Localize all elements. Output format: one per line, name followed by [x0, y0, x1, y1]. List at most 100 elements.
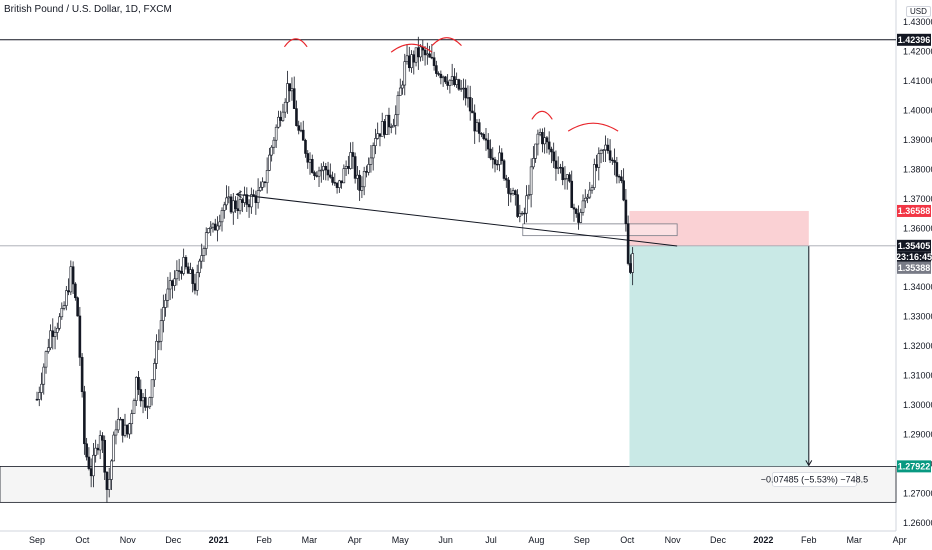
time-tick-label: 2022	[753, 535, 773, 545]
candle-body	[56, 327, 59, 333]
candle-body	[96, 447, 100, 451]
candle-body	[150, 379, 154, 398]
candle-body	[565, 174, 569, 179]
candle-body	[182, 257, 185, 274]
candles-group	[35, 36, 634, 503]
candle-body	[209, 226, 213, 229]
candle-body	[335, 182, 339, 188]
stop-loss-zone	[629, 210, 809, 246]
candle-body	[85, 443, 88, 458]
candle-body	[489, 148, 492, 159]
candle-body	[538, 132, 542, 135]
chart-title: British Pound / U.S. Dollar, 1D, FXCM	[4, 4, 172, 15]
candle-body	[125, 424, 129, 435]
candle-body	[137, 377, 140, 390]
price-tick-label: 1.37000	[903, 194, 932, 204]
candle-body	[541, 132, 544, 145]
candle-body	[338, 180, 341, 188]
price-tag	[897, 204, 931, 217]
candle-body	[475, 122, 479, 132]
candle-body	[202, 248, 206, 256]
price-tick-label: 1.32000	[903, 341, 932, 351]
candle-body	[290, 88, 294, 92]
candle-body	[383, 121, 386, 135]
candle-body	[225, 197, 228, 206]
candle-body	[166, 288, 170, 301]
candle-body	[459, 88, 463, 90]
candle-body	[608, 150, 612, 161]
candle-body	[164, 300, 167, 308]
candle-body	[114, 429, 118, 436]
candle-body	[462, 87, 465, 90]
candle-body	[297, 125, 301, 131]
candle-body	[193, 283, 197, 291]
candle-body	[527, 194, 531, 197]
candle-body	[67, 290, 70, 293]
countdown-tag	[897, 251, 931, 262]
time-tick-label: Jul	[485, 535, 497, 545]
candle-body	[529, 166, 533, 195]
candle-body	[317, 170, 321, 177]
neckline	[236, 193, 678, 247]
candle-body	[423, 49, 427, 56]
candle-body	[159, 320, 163, 342]
candle-body	[437, 73, 440, 75]
candle-body	[204, 232, 208, 249]
price-tick-label: 1.30000	[903, 400, 932, 410]
candle-body	[299, 129, 303, 132]
candle-body	[173, 278, 176, 286]
candle-body	[588, 189, 592, 198]
candle-body	[525, 195, 528, 214]
candle-body	[252, 194, 255, 196]
candle-body	[333, 182, 337, 184]
candle-body	[552, 151, 555, 162]
candle-body	[444, 76, 447, 83]
candle-body	[250, 194, 253, 208]
candle-body	[450, 76, 454, 81]
candle-body	[446, 81, 449, 86]
candle-body	[439, 73, 443, 79]
candle-body	[417, 47, 420, 58]
candle-body	[180, 270, 183, 274]
candle-body	[162, 307, 165, 321]
candle-body	[51, 330, 55, 337]
countdown-label: 23:16:45	[896, 252, 932, 262]
time-tick-label: Nov	[665, 535, 682, 545]
time-tick-label: Oct	[620, 535, 635, 545]
candle-body	[435, 65, 438, 74]
candle-body	[105, 471, 109, 490]
candle-body	[277, 116, 280, 128]
candle-body	[389, 126, 393, 128]
candle-body	[367, 164, 370, 173]
candle-body	[559, 166, 562, 169]
candle-body	[83, 391, 86, 445]
candle-body	[394, 114, 398, 126]
price-tick-label: 1.33000	[903, 312, 932, 322]
price-tick-label: 1.34000	[903, 282, 932, 292]
candle-body	[141, 397, 145, 402]
candle-body	[347, 166, 350, 169]
candle-body	[374, 138, 377, 146]
candle-body	[272, 139, 276, 148]
candle-body	[360, 186, 364, 191]
candle-body	[37, 392, 41, 400]
currency-label[interactable]: USD	[906, 6, 931, 17]
candle-body	[509, 193, 513, 195]
candle-body	[281, 111, 285, 121]
candle-body	[53, 332, 57, 337]
candle-body	[583, 197, 587, 202]
candle-body	[98, 435, 102, 451]
candle-body	[419, 46, 422, 58]
price-tag	[897, 261, 931, 274]
candle-body	[511, 190, 515, 194]
candle-body	[175, 270, 179, 280]
candle-body	[581, 200, 585, 213]
candle-body	[288, 83, 291, 92]
candle-body	[283, 101, 287, 113]
candle-body	[241, 199, 244, 203]
candle-body	[308, 158, 312, 163]
candle-body	[220, 210, 224, 223]
candle-body	[543, 137, 546, 145]
candle-body	[577, 213, 580, 223]
